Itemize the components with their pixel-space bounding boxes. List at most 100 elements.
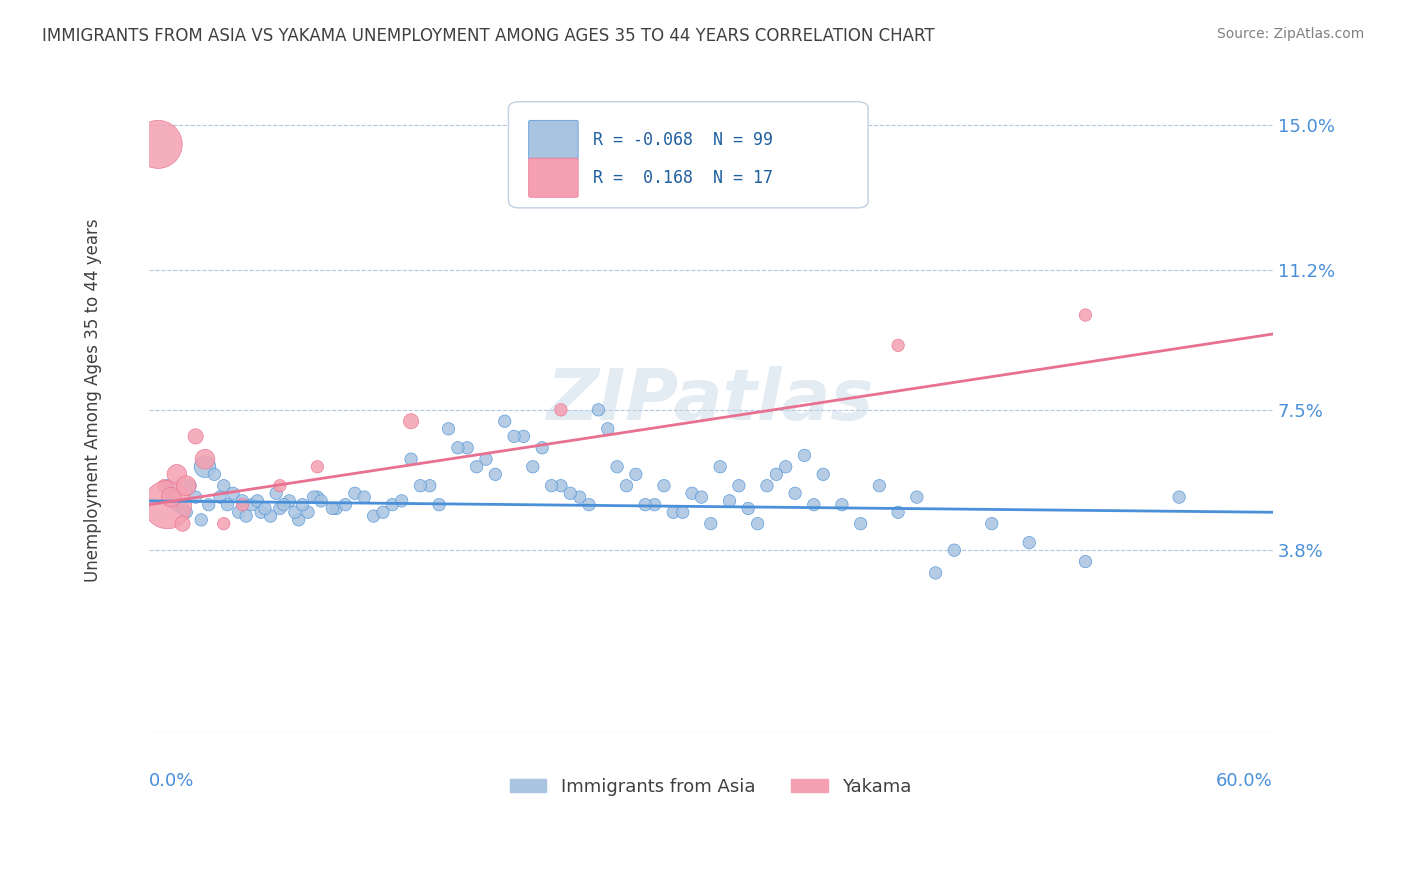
Point — [849, 516, 872, 531]
Point — [409, 479, 432, 493]
Point — [212, 516, 235, 531]
Point — [447, 441, 470, 455]
Point — [246, 494, 269, 508]
Point — [156, 498, 179, 512]
Point — [235, 509, 257, 524]
Point — [217, 498, 239, 512]
Point — [765, 467, 787, 482]
Point — [905, 490, 928, 504]
Point — [887, 338, 910, 352]
Point — [550, 402, 572, 417]
Point — [747, 516, 769, 531]
Point — [231, 494, 253, 508]
Point — [437, 422, 460, 436]
Text: 0.0%: 0.0% — [149, 772, 194, 790]
Point — [222, 486, 245, 500]
Point — [269, 501, 291, 516]
Point — [943, 543, 966, 558]
Point — [309, 494, 332, 508]
Point — [202, 467, 225, 482]
Point — [297, 505, 319, 519]
Point — [363, 509, 385, 524]
Point — [456, 441, 478, 455]
Point — [700, 516, 723, 531]
Point — [391, 494, 413, 508]
Point — [335, 498, 357, 512]
Point — [634, 498, 657, 512]
Point — [578, 498, 600, 512]
Point — [737, 501, 759, 516]
Point — [652, 479, 675, 493]
Point — [494, 414, 516, 428]
Point — [250, 505, 273, 519]
Point — [924, 566, 946, 580]
Point — [887, 505, 910, 519]
Point — [465, 459, 488, 474]
Point — [399, 414, 422, 428]
Point — [512, 429, 534, 443]
Point — [560, 486, 582, 500]
Point — [353, 490, 375, 504]
Point — [184, 490, 207, 504]
Point — [531, 441, 554, 455]
Point — [540, 479, 562, 493]
Point — [194, 459, 217, 474]
Point — [399, 452, 422, 467]
Point — [343, 486, 366, 500]
Text: Source: ZipAtlas.com: Source: ZipAtlas.com — [1216, 27, 1364, 41]
Point — [596, 422, 619, 436]
Point — [1074, 555, 1097, 569]
Point — [184, 429, 207, 443]
Point — [503, 429, 526, 443]
Point — [287, 513, 309, 527]
Point — [728, 479, 751, 493]
Point — [166, 498, 188, 512]
Point — [160, 490, 183, 504]
FancyBboxPatch shape — [529, 158, 578, 197]
Point — [273, 498, 295, 512]
Point — [269, 479, 291, 493]
Point — [291, 498, 314, 512]
Text: ZIPatlas: ZIPatlas — [547, 366, 875, 435]
Point — [259, 509, 281, 524]
Point — [1074, 308, 1097, 322]
Text: IMMIGRANTS FROM ASIA VS YAKAMA UNEMPLOYMENT AMONG AGES 35 TO 44 YEARS CORRELATIO: IMMIGRANTS FROM ASIA VS YAKAMA UNEMPLOYM… — [42, 27, 935, 45]
Text: R = -0.068  N = 99: R = -0.068 N = 99 — [593, 131, 773, 149]
Point — [624, 467, 647, 482]
Point — [146, 137, 169, 152]
Point — [1168, 490, 1191, 504]
Point — [321, 501, 343, 516]
Point — [307, 490, 329, 504]
Point — [793, 449, 815, 463]
Point — [1018, 535, 1040, 549]
Point — [325, 501, 347, 516]
FancyBboxPatch shape — [529, 120, 578, 160]
Point — [179, 479, 201, 493]
Point — [419, 479, 441, 493]
Point — [160, 486, 183, 500]
Point — [811, 467, 834, 482]
Point — [831, 498, 853, 512]
Point — [868, 479, 890, 493]
Point — [681, 486, 703, 500]
Point — [672, 505, 695, 519]
Point — [212, 479, 235, 493]
Point — [775, 459, 797, 474]
Point — [172, 516, 194, 531]
Point — [718, 494, 741, 508]
Legend: Immigrants from Asia, Yakama: Immigrants from Asia, Yakama — [503, 771, 918, 803]
Point — [190, 513, 212, 527]
Point — [264, 486, 287, 500]
Point — [166, 467, 188, 482]
Point — [197, 498, 219, 512]
Text: Unemployment Among Ages 35 to 44 years: Unemployment Among Ages 35 to 44 years — [83, 219, 101, 582]
Point — [278, 494, 301, 508]
Point — [228, 505, 250, 519]
Point — [484, 467, 506, 482]
Point — [284, 505, 307, 519]
Text: 60.0%: 60.0% — [1216, 772, 1272, 790]
Point — [231, 498, 253, 512]
Point — [381, 498, 404, 512]
Point — [174, 505, 197, 519]
Point — [783, 486, 806, 500]
